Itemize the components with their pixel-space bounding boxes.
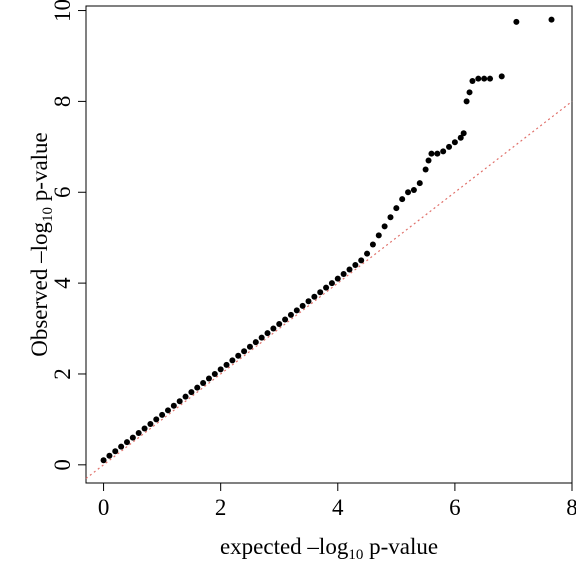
plot-frame [85,5,573,484]
x-axis-title: expected –log10 p-value [220,534,438,563]
data-point [287,311,294,318]
data-point [434,150,441,157]
y-tick-label: 6 [50,187,75,199]
data-point [364,250,371,257]
data-point [317,289,324,296]
data-point [129,434,136,441]
y-tick-label: 2 [50,368,75,380]
data-point [346,266,353,273]
data-point [200,380,207,387]
data-point [416,180,423,187]
data-point [498,73,505,80]
data-point [147,420,154,427]
y-axis-title-end: p-value [27,132,52,207]
x-axis-title-end: p-value [363,534,438,559]
x-tick-label: 4 [332,495,344,520]
data-point [217,366,224,373]
data-point [159,411,166,418]
data-point [311,293,318,300]
data-point [305,298,312,305]
y-axis-title-sub: 10 [40,207,56,222]
x-tick-label: 0 [98,495,110,520]
data-point [340,271,347,278]
data-point [425,157,432,164]
data-point [410,186,417,193]
data-point [334,275,341,282]
data-point [182,393,189,400]
data-point [475,75,482,82]
y-tick-label: 0 [50,459,75,471]
data-point [229,357,236,364]
data-point [264,330,271,337]
data-point [282,316,289,323]
data-point [451,139,458,146]
data-point [381,223,388,230]
data-point [299,302,306,309]
data-point [235,352,242,359]
x-axis-ticks: 0 2 4 6 8 [98,483,576,520]
data-point [211,370,218,377]
data-point [270,325,277,332]
data-point [141,425,148,432]
data-point [106,452,113,459]
data-point [358,257,365,264]
data-point [463,98,470,105]
data-point [123,439,130,446]
data-point [205,375,212,382]
data-point [428,150,435,157]
y-tick-label: 8 [50,96,75,108]
data-point [223,361,230,368]
data-point [112,448,119,455]
data-point [135,430,142,437]
data-point [276,321,283,327]
data-point [100,457,107,464]
data-point [164,407,171,414]
data-points [100,16,555,464]
y-tick-label: 4 [50,277,75,289]
y-tick-label: 10 [50,0,75,22]
data-point [246,343,253,350]
x-tick-label: 6 [449,495,461,520]
y-axis-title: Observed –log10 p-value [27,132,56,357]
y-axis-ticks: 0 2 4 6 8 10 [50,0,86,471]
data-point [194,384,201,391]
data-point [393,205,400,212]
data-point [118,443,125,450]
data-point [405,189,412,196]
data-point [469,77,476,84]
data-point [323,284,330,291]
x-axis-title-main: expected –log [220,534,349,559]
data-point [513,18,520,25]
data-point [153,416,160,423]
data-point [252,339,259,346]
x-tick-label: 2 [215,495,227,520]
data-point [258,334,265,341]
data-point [352,261,359,268]
data-point [466,89,473,96]
x-axis-title-sub: 10 [348,547,363,563]
data-point [481,75,488,82]
data-point [241,348,248,355]
data-point [422,166,429,173]
data-point [460,130,467,137]
data-point [457,134,464,141]
data-point [328,280,335,287]
data-point [176,398,183,405]
data-point [548,16,555,23]
data-point [446,143,453,150]
data-point [399,196,406,203]
data-point [369,241,376,248]
data-point [487,75,494,82]
y-axis-title-main: Observed –log [27,221,52,356]
reference-line [85,100,573,479]
data-point [170,402,177,409]
x-tick-label: 8 [566,495,576,520]
data-point [387,214,394,221]
data-point [188,389,195,396]
data-point [375,232,382,239]
data-point [440,148,447,155]
data-point [293,307,300,314]
